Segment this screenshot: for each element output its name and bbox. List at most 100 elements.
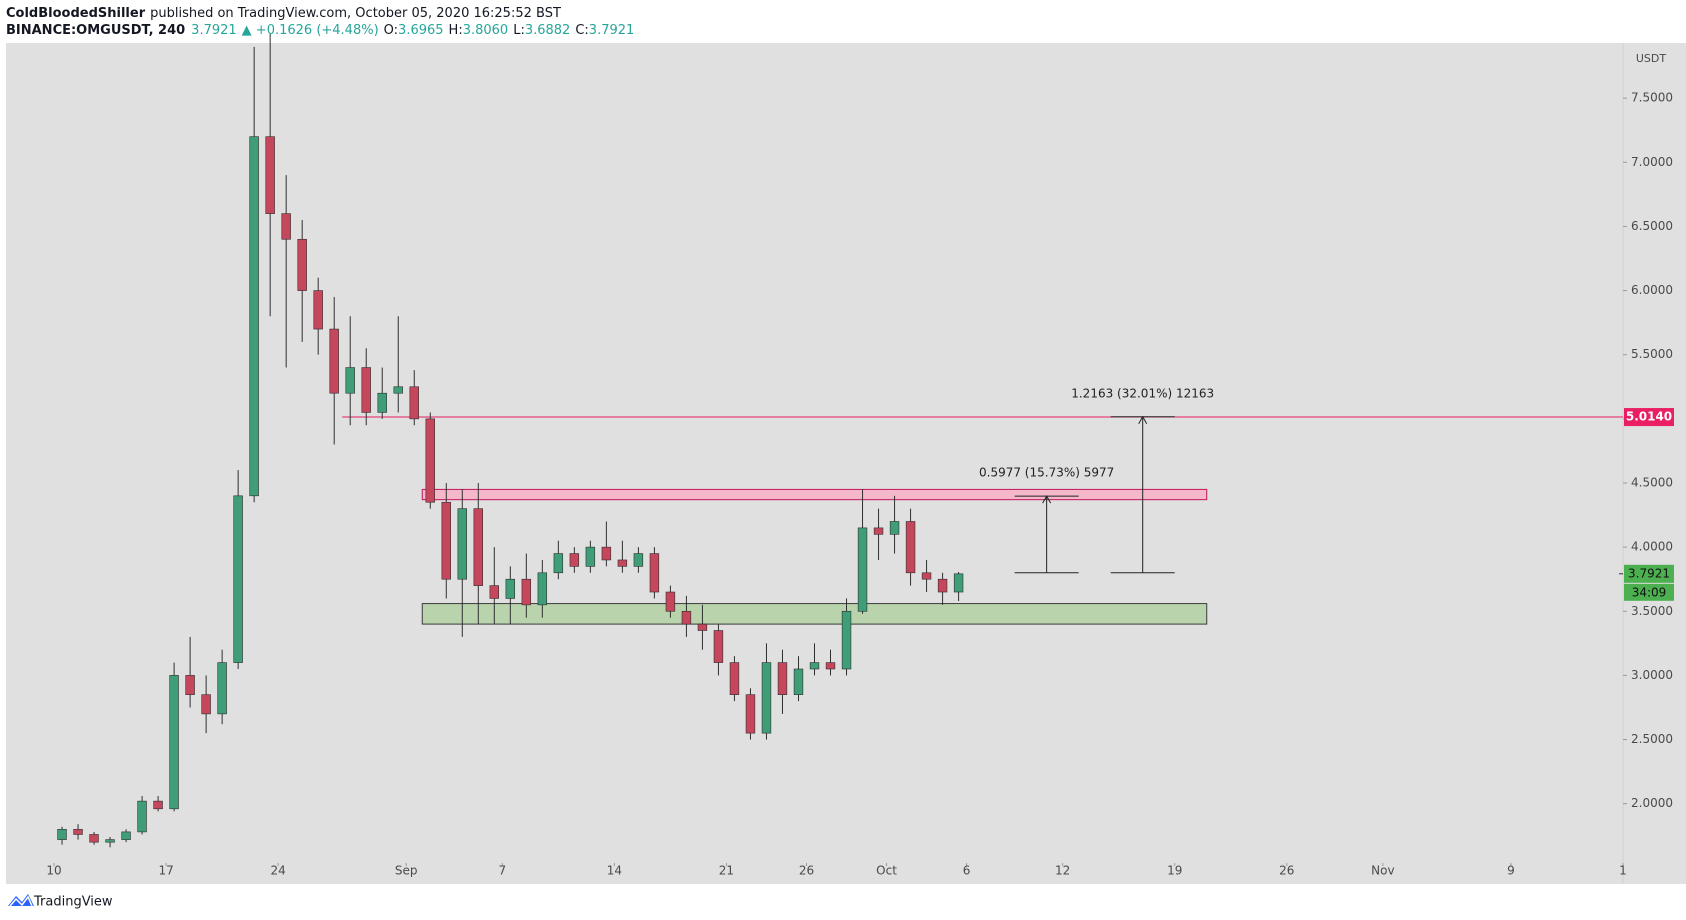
y-tick-label: 2.5000 [1631,732,1673,746]
x-tick-label: 12 [1055,864,1070,878]
candle-body [809,662,820,670]
candle-body [905,521,916,574]
price-tag [1624,408,1674,427]
last-price-label: 3.7921 [1628,566,1670,580]
candle-body [921,572,932,580]
candle-body [57,829,67,840]
candle-body [153,800,163,810]
candle-body [633,553,644,567]
candle-body [489,585,500,599]
x-tick-label: Nov [1371,864,1394,878]
header-line: ColdBloodedShiller published on TradingVi… [6,6,561,21]
candle-body [441,501,451,580]
candle-body [697,623,708,631]
x-tick-label: 26 [799,864,814,878]
y-tick-label: 2.0000 [1631,796,1673,810]
candle-body [681,610,692,625]
candle-body [889,521,900,535]
candle-body [537,572,548,606]
candle-body [569,553,580,567]
x-tick-label: 17 [158,864,173,878]
x-tick-label: 14 [607,864,622,878]
candle-body [73,829,83,835]
brand: TradingView [33,895,113,910]
candle-body [521,578,532,606]
candle-body [217,662,227,715]
countdown: 34:09 [1632,585,1667,599]
candle-body [473,508,483,586]
field-value: 3.8060 [463,23,509,38]
candle-body [265,136,275,214]
candle-body [777,662,788,695]
zone [421,488,1208,501]
y-tick-label: 7.5000 [1631,91,1673,105]
change: ▲ +0.1626 (+4.48%) [242,23,379,38]
candle-body [249,136,259,497]
candle-body [361,367,371,413]
field-value: 3.6965 [398,23,444,38]
tradingview-logo [8,894,34,907]
symbol: BINANCE:OMGUSDT, 240 [6,23,185,38]
candle-body [793,668,804,695]
field-label: O: [384,23,398,38]
x-tick-label: Sep [395,864,418,878]
y-tick-label: 4.5000 [1631,475,1673,489]
candle-body [457,508,467,580]
candle-body [505,578,516,599]
x-tick-label: 10 [46,864,61,878]
measure-label: 1.2163 (32.01%) 12163 [1071,386,1214,400]
currency-label: USDT [1636,52,1667,65]
candle-body [377,392,387,413]
candle-body [857,527,868,612]
candle-body [937,578,948,593]
candle-body [297,238,307,291]
candle-body [745,694,756,734]
candle-body [841,610,852,670]
x-tick-label: 19 [1167,864,1182,878]
candle-body [201,694,211,715]
measure-arrowhead [1042,495,1052,504]
x-tick-label: 9 [1507,864,1515,878]
candle-body [761,662,772,734]
x-tick-label: 6 [963,864,971,878]
candle-body [553,553,564,574]
candle-body [169,675,179,810]
x-tick-label: 21 [719,864,734,878]
candle-body [713,630,724,663]
measure-label: 0.5977 (15.73%) 5977 [979,466,1114,480]
candle-body [585,546,596,567]
zone [421,603,1208,625]
quote-line: BINANCE:OMGUSDT, 240 3.7921 ▲ +0.1626 (+4.… [6,23,634,38]
last-price-tag [1624,564,1674,583]
x-tick-label: Oct [876,864,897,878]
candle-body [329,328,339,394]
candle-body [137,800,147,833]
candle-body [617,559,628,567]
y-tick-label: 4.0000 [1631,540,1673,554]
field-label: L: [513,23,525,38]
candle-body [873,527,884,535]
candle-body [185,675,195,695]
y-tick-label: 6.0000 [1631,283,1673,297]
x-tick-label: 24 [271,864,286,878]
candle-body [281,213,291,240]
y-tick-label: 7.0000 [1631,155,1673,169]
candle-body [649,553,660,593]
candle-body [313,290,323,330]
y-tick-label: 5.5000 [1631,347,1673,361]
author: ColdBloodedShiller [6,6,146,21]
candle-body [729,662,740,695]
candle-body [345,367,355,394]
measure-arrowhead [1138,415,1148,425]
price-tag-label: 5.0140 [1626,410,1672,424]
field-label: C: [575,23,588,38]
x-tick-label: 7 [498,864,506,878]
countdown-tag [1624,583,1674,601]
published: published on TradingView.com, October 05… [150,6,561,21]
last-price: 3.7921 [191,23,237,38]
candle-body [89,834,99,843]
y-tick-label: 6.5000 [1631,219,1673,233]
y-tick-label: 3.0000 [1631,668,1673,682]
